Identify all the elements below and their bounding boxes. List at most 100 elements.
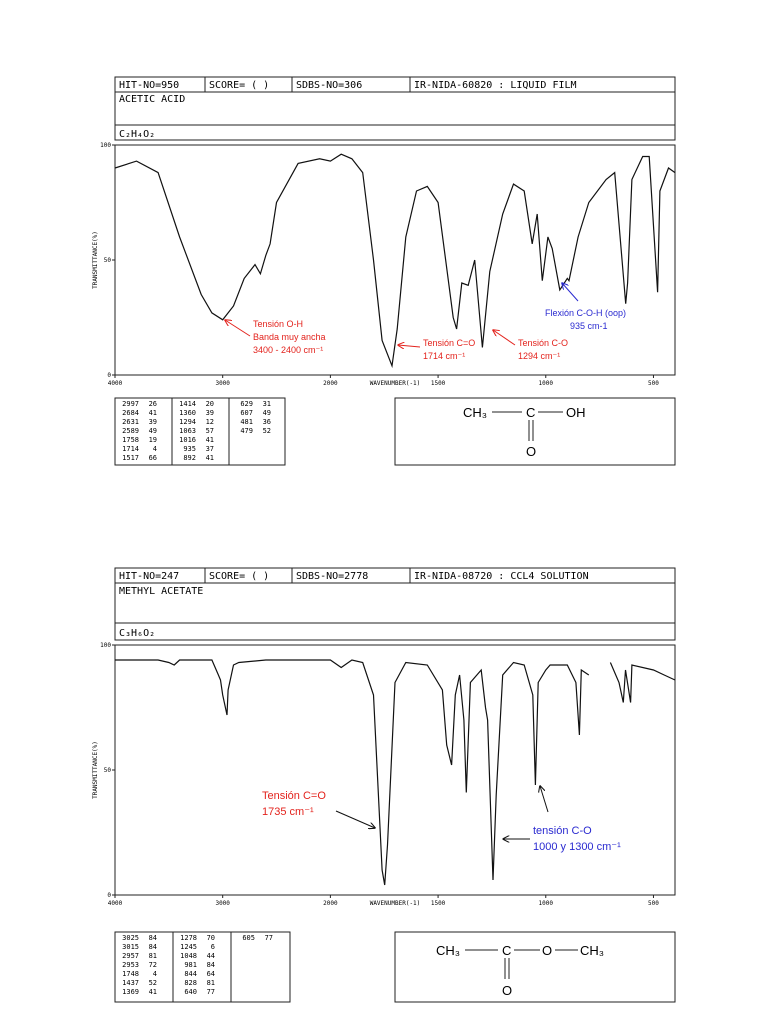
peak-table (114, 931, 291, 1003)
x-tick-label: 500 (648, 380, 659, 387)
header-box: HIT-NO=247 SCORE= ( ) SDBS-NO=2778 IR-NI… (114, 567, 676, 641)
x-tick-label: 2000 (323, 380, 338, 387)
peak-transmittance: 49 (149, 427, 157, 435)
peak-transmittance: 57 (206, 427, 214, 435)
ir-nida: IR-NIDA-60820 : LIQUID FILM (414, 80, 577, 91)
peak-wavenumber: 2589 (122, 427, 139, 435)
peak-transmittance: 36 (263, 418, 271, 426)
annotation: Tensión C-O (518, 338, 568, 348)
y-tick-label: 0 (107, 372, 111, 379)
x-axis-label: WAVENUMBER(-1) (370, 380, 421, 387)
annotation: 1294 cm⁻¹ (518, 351, 560, 361)
x-tick-label: 3000 (215, 380, 230, 387)
peak-transmittance: 44 (207, 952, 215, 960)
peak-transmittance: 12 (206, 418, 214, 426)
peak-wavenumber: 981 (184, 961, 197, 969)
ir-nida: IR-NIDA-08720 : CCL4 SOLUTION (414, 571, 589, 582)
arrow (540, 786, 549, 813)
peak-transmittance: 77 (207, 988, 215, 996)
y-axis-label: TRANSMITTANCE(%) (92, 231, 99, 289)
x-tick-label: 2000 (323, 900, 338, 907)
peak-transmittance: 49 (263, 409, 271, 417)
peak-wavenumber: 479 (240, 427, 253, 435)
peak-transmittance: 41 (206, 454, 214, 462)
peak-table (114, 397, 286, 466)
arrow (335, 810, 375, 828)
peak-wavenumber: 2997 (122, 400, 139, 408)
score: SCORE= ( ) (209, 80, 269, 91)
annotation: 3400 - 2400 cm⁻¹ (253, 345, 323, 355)
atom: C (526, 405, 535, 420)
annotation: Flexión C-O-H (oop) (545, 308, 626, 318)
peak-transmittance: 4 (153, 970, 157, 978)
peak-transmittance: 81 (207, 979, 215, 987)
peak-wavenumber: 1437 (122, 979, 139, 987)
peak-wavenumber: 1748 (122, 970, 139, 978)
peak-table-body: 3025 84 3015 84 2957 81 2953 72 1748 4 1437 52 1369 4… (122, 932, 273, 1002)
peak-wavenumber: 481 (240, 418, 253, 426)
x-tick-label: 4000 (108, 900, 123, 907)
arrow (398, 345, 421, 347)
annotations: Tensión O-H Banda muy ancha 3400 - 2400 … (225, 283, 626, 361)
atom: O (542, 943, 552, 958)
peak-wavenumber: 844 (184, 970, 197, 978)
peak-transmittance: 70 (207, 934, 215, 942)
y-axis-label: TRANSMITTANCE(%) (92, 741, 99, 799)
peak-transmittance: 52 (149, 979, 157, 987)
peak-wavenumber: 1414 (179, 400, 196, 408)
peak-wavenumber: 2957 (122, 952, 139, 960)
peak-wavenumber: 1360 (179, 409, 196, 417)
x-tick-label: 1000 (539, 380, 554, 387)
peak-transmittance: 84 (149, 934, 157, 942)
hit-no: HIT-NO=247 (119, 571, 179, 582)
peak-transmittance: 72 (149, 961, 157, 969)
y-tick-label: 100 (100, 642, 111, 649)
arrow (562, 283, 579, 302)
atom: O (502, 983, 512, 998)
annotation: tensión C-O (533, 825, 592, 837)
peak-wavenumber: 1245 (180, 943, 197, 951)
peak-wavenumber: 1369 (122, 988, 139, 996)
annotation: 1735 cm⁻¹ (262, 806, 314, 818)
x-axis-label: WAVENUMBER(-1) (370, 900, 421, 907)
peak-transmittance: 26 (149, 400, 157, 408)
peak-transmittance: 20 (206, 400, 214, 408)
annotation: Tensión O-H (253, 319, 303, 329)
peak-wavenumber: 1278 (180, 934, 197, 942)
peak-transmittance: 4 (153, 445, 157, 453)
peak-table-body: 2997 26 2684 41 2631 39 2589 49 1758 19 1714 4 1517 6… (122, 398, 271, 465)
spectrum-line (114, 153, 676, 369)
peak-wavenumber: 935 (183, 445, 196, 453)
x-tick-label: 1500 (431, 900, 446, 907)
formula: C₂H₄O₂ (119, 129, 155, 140)
sdbs-no: SDBS-NO=306 (296, 80, 362, 91)
peak-wavenumber: 607 (240, 409, 253, 417)
annotation: Tensión C=O (423, 338, 475, 348)
atom: OH (566, 405, 586, 420)
compound-name: METHYL ACETATE (119, 586, 203, 597)
x-tick-label: 1500 (431, 380, 446, 387)
peak-transmittance: 77 (265, 934, 273, 942)
peak-wavenumber: 2631 (122, 418, 139, 426)
atom: CH₃ (580, 943, 604, 958)
peak-transmittance: 84 (149, 943, 157, 951)
structure: CH₃ C O CH₃ O (394, 931, 676, 1003)
atom: CH₃ (436, 943, 460, 958)
peak-wavenumber: 629 (240, 400, 253, 408)
sdbs-no: SDBS-NO=2778 (296, 571, 368, 582)
peak-wavenumber: 3025 (122, 934, 139, 942)
peak-transmittance: 52 (263, 427, 271, 435)
atom: CH₃ (463, 405, 487, 420)
spectrum-plot: 4000 3000 2000 1500 1000 500 0 50 100 WAVENUMBER(… (92, 142, 676, 387)
y-tick-label: 0 (107, 892, 111, 899)
annotation: Banda muy ancha (253, 332, 326, 342)
annotation: 1714 cm⁻¹ (423, 351, 465, 361)
annotation: Tensión C=O (262, 790, 326, 802)
x-tick-label: 3000 (215, 900, 230, 907)
peak-wavenumber: 828 (184, 979, 197, 987)
peak-wavenumber: 1714 (122, 445, 139, 453)
peak-transmittance: 81 (149, 952, 157, 960)
x-tick-label: 1000 (539, 900, 554, 907)
peak-wavenumber: 605 (242, 934, 255, 942)
